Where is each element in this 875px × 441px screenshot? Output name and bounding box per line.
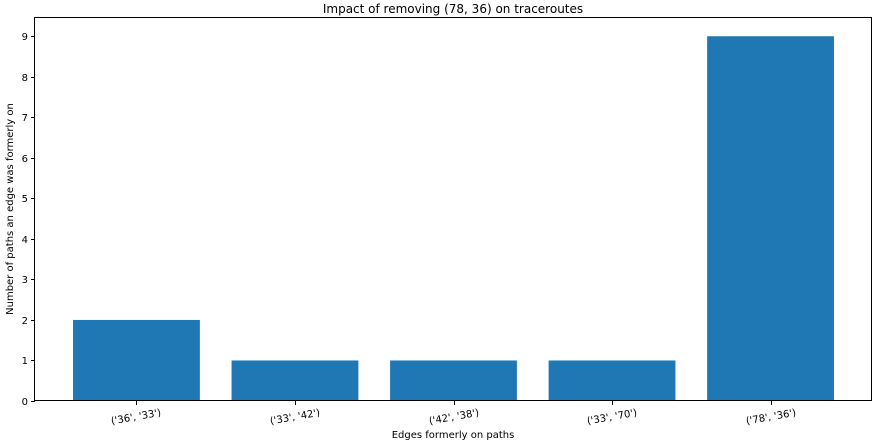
- bar-2: [390, 360, 517, 401]
- y-tick-label: 5: [22, 194, 28, 205]
- x-tick-label: ('33', '42'): [269, 408, 321, 428]
- y-tick-label: 9: [22, 32, 28, 43]
- y-tick-label: 2: [22, 316, 28, 327]
- chart-title: Impact of removing (78, 36) on tracerout…: [323, 2, 583, 16]
- y-tick-label: 4: [22, 235, 28, 246]
- plot-frame: [34, 17, 872, 401]
- x-axis-label: Edges formerly on paths: [392, 430, 515, 441]
- y-tick-label: 8: [22, 73, 28, 84]
- x-tick-label: ('36', '33'): [110, 408, 162, 428]
- y-axis-ticks: 0 1 2 3 4 5 6 7 8 9: [22, 32, 35, 408]
- x-tick-label: ('33', '70'): [586, 408, 638, 428]
- x-tick-label: ('42', '38'): [428, 408, 480, 428]
- y-tick-label: 1: [22, 356, 28, 367]
- y-tick-label: 7: [22, 113, 28, 124]
- y-axis-label: Number of paths an edge was formerly on: [5, 103, 16, 315]
- bar-4: [707, 36, 834, 401]
- bars-layer: [73, 36, 834, 401]
- y-tick-label: 3: [22, 275, 28, 286]
- x-tick-label: ('78', '36'): [745, 408, 797, 428]
- y-tick-label: 0: [22, 397, 28, 408]
- y-tick-label: 6: [22, 154, 28, 165]
- bar-1: [231, 360, 359, 401]
- bar-0: [73, 319, 200, 401]
- x-axis-ticks: ('36', '33') ('33', '42') ('42', '38') ('33…: [110, 401, 797, 427]
- bar-3: [548, 360, 676, 401]
